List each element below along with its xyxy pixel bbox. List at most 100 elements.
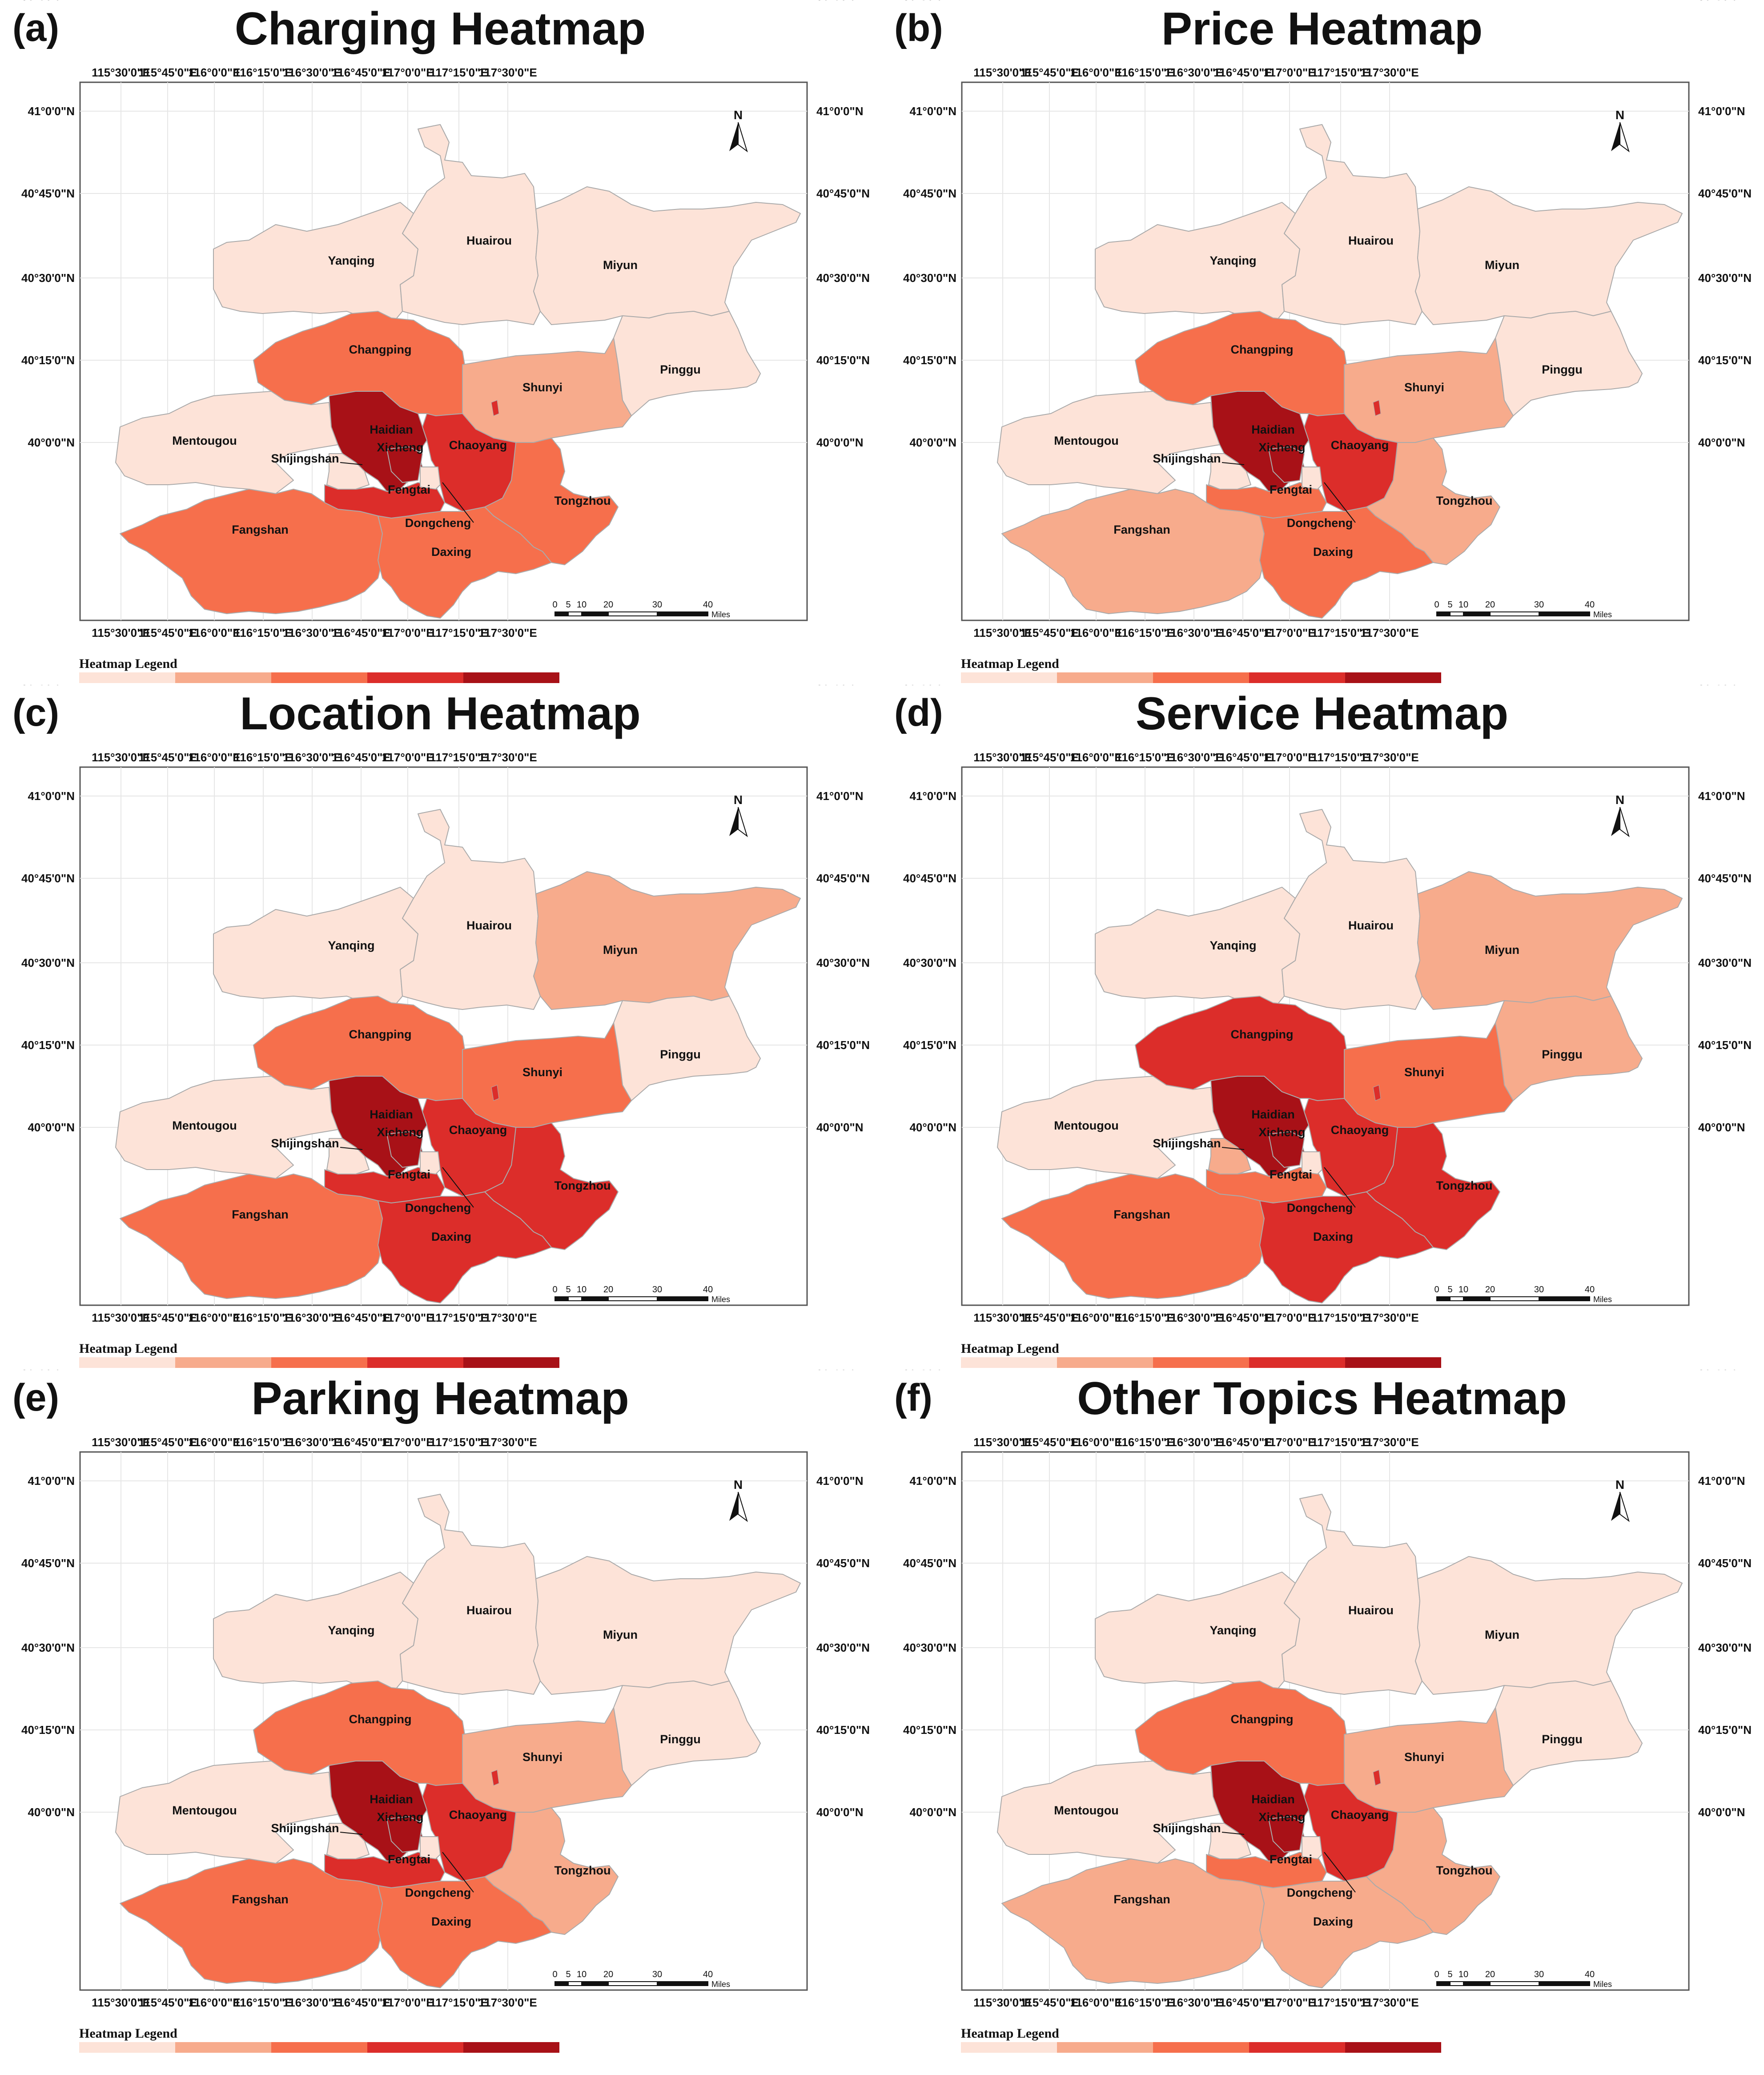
north-arrow-left <box>729 122 738 151</box>
lon-tick-label: 116°0'0"E <box>1070 1436 1122 1449</box>
district-shijingshan <box>326 1823 370 1859</box>
scalebar-segment <box>1490 1296 1539 1301</box>
district-label-mentougou: Mentougou <box>172 434 237 447</box>
lat-tick-label: 40°45'0"N <box>903 187 956 200</box>
north-label: N <box>734 108 743 122</box>
scalebar-segment <box>1463 1296 1491 1301</box>
district-label-daxing: Daxing <box>1313 1915 1353 1928</box>
heatmap-panel-f: (f) Other Topics Heatmap 115°30'0"E 115°3… <box>882 1370 1764 2055</box>
district-label-fengtai: Fengtai <box>388 1168 430 1181</box>
district-label-dongcheng: Dongcheng <box>1287 516 1353 530</box>
legend-swatch-frequent <box>1249 1357 1345 1368</box>
shijingshan-leader-line <box>340 1147 363 1150</box>
lon-tick-label: 117°30'0"E <box>478 1311 537 1324</box>
shijingshan-leader-line <box>1222 1147 1245 1150</box>
lon-tick-label: 115°30'0"E <box>92 66 150 79</box>
legend-title: Heatmap Legend <box>961 1341 1059 1356</box>
lat-tick-label: 41°0'0"N <box>816 789 864 803</box>
district-dongcheng <box>1302 1151 1322 1174</box>
scalebar-tick-label: 5 <box>566 600 571 610</box>
district-fengtai <box>324 1852 445 1888</box>
district-label-changping: Changping <box>1231 1028 1294 1041</box>
north-arrow-right <box>1619 1492 1630 1522</box>
district-label-daxing: Daxing <box>1313 545 1353 559</box>
scalebar-tick-label: 5 <box>566 1285 571 1295</box>
lat-tick-label: 40°0'0"N <box>28 436 75 449</box>
scalebar-tick-label: 10 <box>1459 600 1468 610</box>
legend-swatch-prevalent <box>1345 1357 1441 1368</box>
district-label-miyun: Miyun <box>1485 258 1519 272</box>
scalebar-unit: Miles <box>1593 610 1612 619</box>
legend-swatch-minimal <box>961 672 1057 683</box>
lon-tick-label: 115°45'0"E <box>138 66 197 79</box>
dongcheng-leader-line <box>1324 1852 1356 1893</box>
lon-tick-label: 117°30'0"E <box>1360 1436 1419 1449</box>
scalebar-segment <box>1463 1981 1491 1986</box>
legend-swatch-occasional <box>175 1357 271 1368</box>
lon-tick-label: 115°45'0"E <box>138 1996 197 2009</box>
dongcheng-leader-line <box>442 1167 474 1208</box>
district-label-miyun: Miyun <box>1485 943 1519 957</box>
district-miyun <box>533 1556 801 1695</box>
lon-tick-label: 115°45'0"E <box>1020 66 1079 79</box>
scalebar-tick-label: 5 <box>1447 1285 1452 1295</box>
district-label-shijingshan: Shijingshan <box>271 1822 339 1835</box>
scalebar-segment <box>657 1981 708 1986</box>
district-mentougou <box>997 1076 1220 1179</box>
scalebar-tick-label: 10 <box>577 1285 587 1295</box>
scalebar-unit: Miles <box>711 1295 730 1304</box>
district-label-huairou: Huairou <box>466 1604 512 1617</box>
district-label-dongcheng: Dongcheng <box>1287 1886 1353 1899</box>
district-enclave <box>1373 400 1381 416</box>
district-label-fengtai: Fengtai <box>388 483 430 496</box>
legend-swatch-moderate <box>271 2042 367 2053</box>
lat-tick-label: 39°30'0"N <box>816 0 870 3</box>
heatmap-panel-b: (b) Price Heatmap 115°30'0"E 115°30'0"E 11… <box>882 0 1764 685</box>
lat-tick-label: 40°45'0"N <box>1698 187 1752 200</box>
district-label-yanqing: Yanqing <box>328 1624 374 1637</box>
scalebar-segment <box>1450 611 1464 616</box>
lat-tick-label: 39°30'0"N <box>21 685 75 688</box>
district-label-huairou: Huairou <box>1348 1604 1394 1617</box>
district-fengtai <box>1206 482 1327 519</box>
lat-tick-label: 41°0'0"N <box>1698 1474 1745 1488</box>
legend-title: Heatmap Legend <box>79 2026 177 2041</box>
district-label-fangshan: Fangshan <box>232 1208 289 1221</box>
panel-title: Location Heatmap <box>240 688 641 740</box>
lon-tick-label: 116°15'0"E <box>1116 751 1174 764</box>
district-label-tongzhou: Tongzhou <box>555 1864 611 1877</box>
lat-tick-label: 39°45'0"N <box>903 1370 956 1372</box>
district-label-xicheng: Xicheng <box>1258 1810 1305 1824</box>
scalebar-segment <box>1463 611 1491 616</box>
lon-tick-label: 116°30'0"E <box>1165 66 1223 79</box>
north-arrow-icon <box>729 122 748 153</box>
dongcheng-leader-line <box>1324 482 1356 523</box>
lat-tick-label: 40°30'0"N <box>816 271 870 285</box>
lon-tick-label: 117°15'0"E <box>1311 751 1370 764</box>
district-xicheng <box>386 1816 423 1853</box>
scalebar-tick-label: 10 <box>577 1970 587 1979</box>
north-arrow-icon <box>729 1492 748 1522</box>
scalebar-tick-label: 0 <box>1434 600 1439 610</box>
lon-tick-label: 116°0'0"E <box>1070 626 1122 639</box>
lon-tick-label: 116°45'0"E <box>1214 1311 1272 1324</box>
district-label-fangshan: Fangshan <box>1113 1208 1170 1221</box>
scalebar-tick-label: 30 <box>652 1285 662 1295</box>
lon-tick-label: 116°15'0"E <box>234 751 293 764</box>
district-label-fangshan: Fangshan <box>232 523 289 536</box>
lon-tick-label: 115°30'0"E <box>973 1996 1032 2009</box>
district-label-yanqing: Yanqing <box>328 939 374 952</box>
district-label-chaoyang: Chaoyang <box>1331 438 1389 452</box>
legend-swatch-moderate <box>271 672 367 683</box>
district-label-daxing: Daxing <box>431 1915 471 1928</box>
scalebar-tick-label: 20 <box>1485 1285 1495 1295</box>
legend-swatch-prevalent <box>463 1357 559 1368</box>
district-label-changping: Changping <box>1231 343 1294 356</box>
scalebar-tick-label: 10 <box>577 600 587 610</box>
district-xicheng <box>1268 1816 1305 1853</box>
shijingshan-leader-line <box>340 1832 363 1835</box>
scalebar-segment <box>608 1981 658 1986</box>
scalebar-tick-label: 10 <box>1459 1970 1468 1979</box>
scalebar-tick-label: 0 <box>1434 1970 1439 1979</box>
district-huairou <box>400 124 541 325</box>
